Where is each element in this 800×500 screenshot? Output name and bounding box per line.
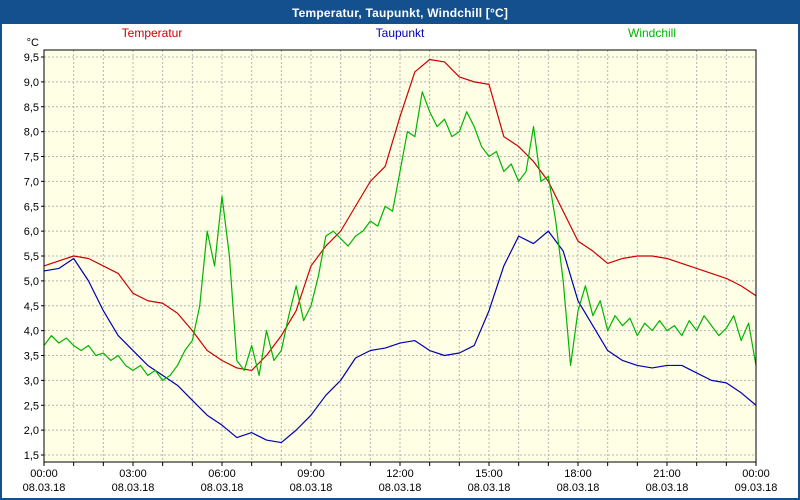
- x-tick-time-label: 15:00: [475, 468, 503, 480]
- y-tick-label: 2,0: [24, 425, 39, 437]
- y-tick-label: 5,0: [24, 276, 39, 288]
- x-tick-time-label: 18:00: [564, 468, 592, 480]
- x-tick-time-label: 09:00: [297, 468, 325, 480]
- y-tick-label: 2,5: [24, 400, 39, 412]
- y-tick-label: 4,0: [24, 326, 39, 338]
- x-tick-date-label: 08.03.18: [112, 482, 155, 494]
- y-tick-label: 6,0: [24, 226, 39, 238]
- y-tick-label: 8,5: [24, 102, 39, 114]
- x-tick-date-label: 08.03.18: [290, 482, 333, 494]
- y-tick-label: 4,5: [24, 301, 39, 313]
- x-tick-date-label: 08.03.18: [379, 482, 422, 494]
- x-tick-time-label: 00:00: [742, 468, 770, 480]
- y-tick-label: 9,5: [24, 52, 39, 64]
- y-tick-label: 8,0: [24, 127, 39, 139]
- y-tick-label: 5,5: [24, 251, 39, 263]
- x-tick-time-label: 00:00: [30, 468, 58, 480]
- y-tick-label: 3,5: [24, 351, 39, 363]
- x-tick-date-label: 08.03.18: [468, 482, 511, 494]
- x-tick-date-label: 08.03.18: [557, 482, 600, 494]
- plot-svg: 1,5 2,0 2,5 3,0 3,5 4,0 4,5 5,0 5,5 6,0 6,5 7,0 7,5 8…: [23, 37, 778, 494]
- x-tick-date-label: 08.03.18: [23, 482, 66, 494]
- y-tick-label: 6,5: [24, 201, 39, 213]
- series-line-windchill: [43, 91, 757, 381]
- x-tick-date-label: 08.03.18: [646, 482, 689, 494]
- x-tick-time-label: 03:00: [119, 468, 147, 480]
- y-axis-unit-label: °C: [27, 37, 39, 49]
- x-tick-time-label: 12:00: [386, 468, 414, 480]
- series-line-temperatur: [43, 58, 757, 372]
- y-tick-label: 7,0: [24, 176, 39, 188]
- y-tick-label: 3,0: [24, 375, 39, 387]
- chart-area: 1,5 2,0 2,5 3,0 3,5 4,0 4,5 5,0 5,5 6,0 6,5 7,0 7,5 8…: [2, 24, 798, 498]
- y-tick-label: 1,5: [24, 450, 39, 462]
- title-bar: Temperatur, Taupunkt, Windchill [°C]: [2, 2, 798, 24]
- x-tick-date-label: 09.03.18: [735, 482, 778, 494]
- x-tick-time-label: 06:00: [208, 468, 236, 480]
- series-line-taupunkt: [43, 230, 757, 444]
- y-tick-label: 7,5: [24, 152, 39, 164]
- x-tick-time-label: 21:00: [653, 468, 681, 480]
- x-tick-date-label: 08.03.18: [201, 482, 244, 494]
- y-tick-label: 9,0: [24, 77, 39, 89]
- chart-title: Temperatur, Taupunkt, Windchill [°C]: [291, 6, 509, 20]
